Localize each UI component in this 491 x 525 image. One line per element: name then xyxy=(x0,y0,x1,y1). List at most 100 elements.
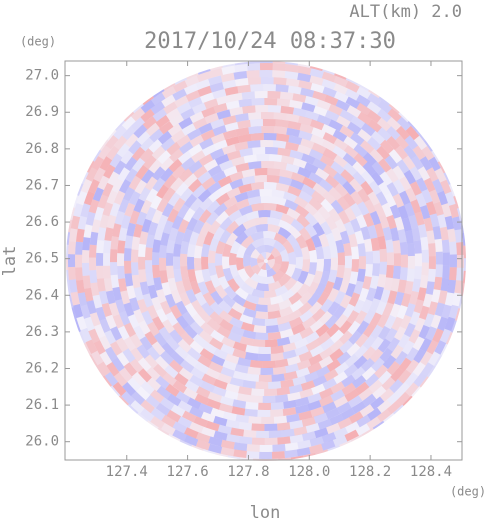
radar-cell xyxy=(370,130,385,145)
radar-cell xyxy=(330,199,344,214)
radar-cell xyxy=(311,190,326,204)
radar-cell xyxy=(249,359,263,368)
radar-cell xyxy=(321,71,337,83)
radar-cell xyxy=(134,179,147,195)
radar-cell xyxy=(297,283,310,297)
radar-cell xyxy=(242,105,256,114)
radar-cell xyxy=(124,156,138,172)
radar-cell xyxy=(169,329,183,344)
radar-cell xyxy=(172,380,188,394)
radar-cell xyxy=(340,169,355,184)
radar-cell xyxy=(307,281,320,296)
radar-cell xyxy=(336,196,350,211)
radar-cell xyxy=(249,257,258,268)
radar-cell xyxy=(116,143,131,158)
radar-cell xyxy=(379,347,393,363)
radar-cell xyxy=(277,321,292,332)
radar-cell xyxy=(357,188,371,203)
x-tick-label: 127.4 xyxy=(106,464,148,480)
radar-cell xyxy=(279,306,294,317)
radar-cell xyxy=(213,103,228,114)
radar-cell xyxy=(94,206,105,221)
radar-cell xyxy=(409,311,421,326)
radar-cell xyxy=(171,165,186,180)
radar-cell xyxy=(201,268,212,283)
radar-cell xyxy=(197,188,212,203)
radar-cell xyxy=(207,391,222,403)
radar-cell xyxy=(113,160,127,175)
radar-cell xyxy=(105,314,117,330)
radar-cell xyxy=(162,372,177,386)
x-axis-label: lon xyxy=(250,503,281,521)
radar-cell xyxy=(270,210,284,220)
radar-cell xyxy=(147,321,160,337)
radar-cell xyxy=(138,256,146,270)
radar-cell xyxy=(225,232,238,247)
radar-cell xyxy=(193,165,208,179)
radar-cell xyxy=(426,230,436,244)
radar-cell xyxy=(91,219,101,233)
radar-cell xyxy=(96,278,106,292)
radar-cell xyxy=(213,202,228,217)
radar-cell xyxy=(131,391,146,405)
radar-cell xyxy=(161,86,177,99)
radar-cell xyxy=(270,352,284,361)
radar-cell xyxy=(213,430,228,441)
radar-cell xyxy=(198,153,214,167)
radar-cell xyxy=(183,387,198,400)
radar-cell xyxy=(242,300,257,311)
radar-cell xyxy=(176,102,192,115)
radar-cell xyxy=(80,327,92,343)
radar-cell xyxy=(344,429,359,442)
radar-cell xyxy=(281,155,295,165)
radar-cell xyxy=(247,196,262,206)
radar-cell xyxy=(235,231,248,245)
radar-cell xyxy=(338,320,353,335)
radar-cell xyxy=(266,324,280,333)
radar-cell xyxy=(182,410,197,423)
radar-cell xyxy=(394,145,409,160)
radar-cell xyxy=(426,167,439,182)
radar-cell xyxy=(124,133,139,148)
radar-cell xyxy=(113,125,127,140)
radar-cell xyxy=(192,219,205,234)
radar-cell xyxy=(270,409,284,417)
radar-cell xyxy=(314,282,327,297)
radar-cell xyxy=(449,267,457,281)
radar-cell xyxy=(145,394,160,409)
y-axis-label: lat xyxy=(0,246,20,277)
radar-cell xyxy=(75,267,83,281)
radar-cell xyxy=(86,300,97,315)
radar-cell xyxy=(275,182,290,193)
radar-cell xyxy=(361,122,376,137)
y-tick-label: 26.8 xyxy=(25,141,59,157)
radar-cell xyxy=(360,226,371,240)
radar-cell xyxy=(215,240,226,255)
radar-cell xyxy=(296,447,311,457)
radar-cell xyxy=(360,170,375,185)
radar-cell xyxy=(248,126,262,135)
radar-cell xyxy=(164,293,177,308)
radar-cell xyxy=(179,292,191,307)
radar-cell xyxy=(259,189,272,196)
radar-cell xyxy=(305,331,320,344)
radar-cell xyxy=(104,227,114,241)
radar-cell xyxy=(386,361,401,376)
radar-cell xyxy=(413,348,426,364)
radar-cell xyxy=(117,167,130,182)
radar-cell xyxy=(377,338,391,353)
radar-cell xyxy=(310,134,325,146)
radar-cell xyxy=(131,236,141,250)
radar-cell xyxy=(160,157,174,172)
radar-cell xyxy=(84,287,94,302)
radar-cell xyxy=(362,152,377,167)
radar-cell xyxy=(105,290,116,305)
radar-cell xyxy=(287,309,303,322)
radar-cell xyxy=(350,132,365,146)
radar-cell xyxy=(287,85,302,95)
radar-cell xyxy=(164,364,179,379)
radar-cell xyxy=(285,113,300,123)
radar-cell xyxy=(423,217,434,232)
radar-cell xyxy=(422,293,433,308)
